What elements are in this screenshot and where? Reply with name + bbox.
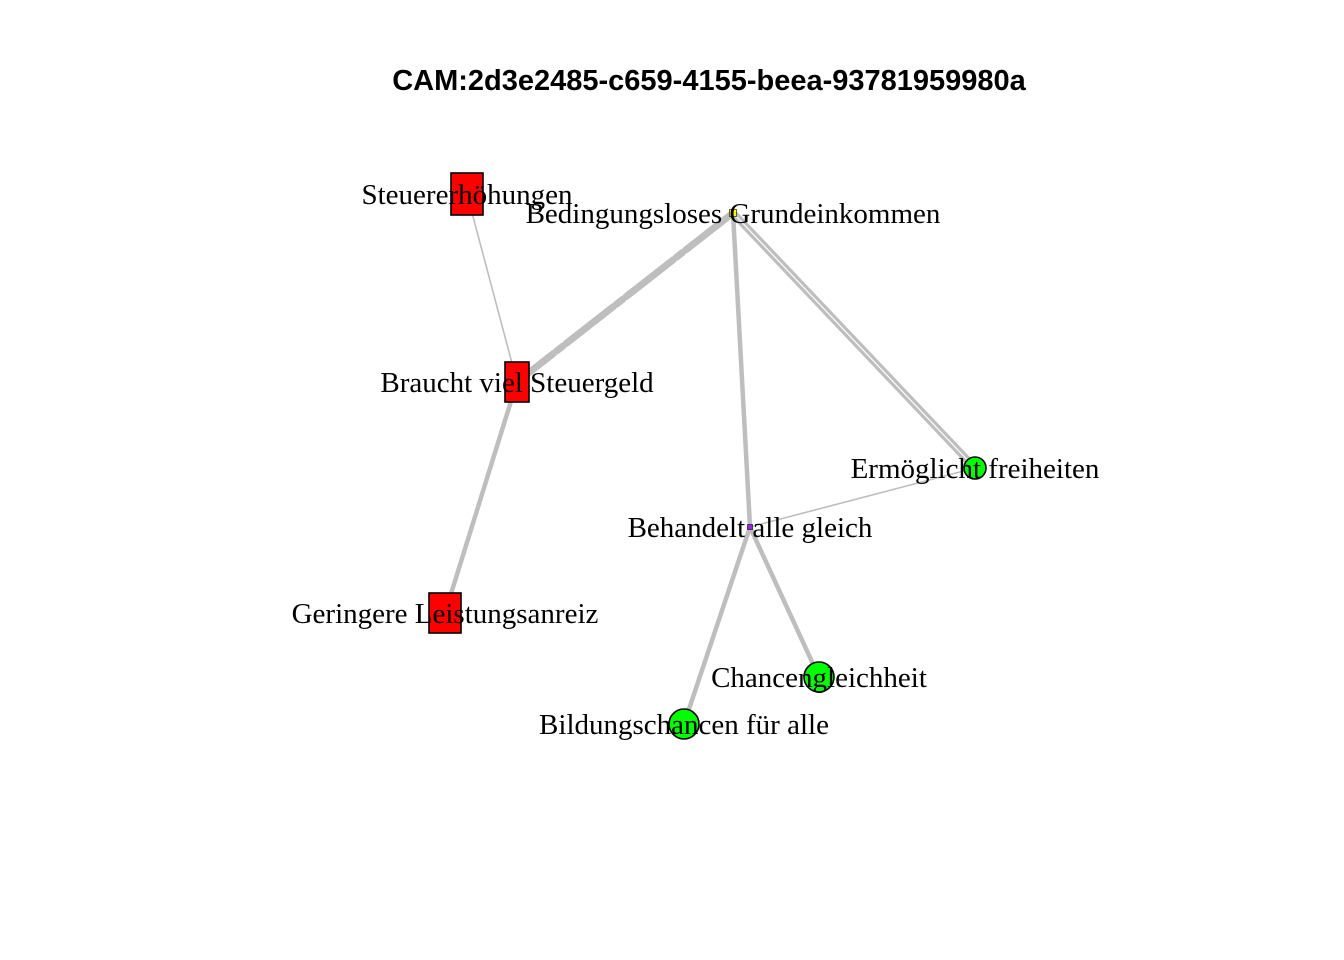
node-bgk [729,209,737,217]
edge-bgk-ermoeglicht [729,212,976,472]
node-chancen [803,661,835,693]
node-label-bildung: Bildungschancen für alle [539,709,829,741]
edge-behandelt-chancen [747,524,822,680]
node-steuer [450,172,484,216]
graph-title: CAM:2d3e2485-c659-4155-beea-93781959980a [392,65,1026,97]
edge-behandelt-bildung [681,524,753,727]
node-label-behandelt: Behandelt alle gleich [628,512,873,544]
edge-steuer-braucht [466,193,518,383]
node-ermoeglicht [963,456,987,480]
node-braucht [504,361,530,403]
node-label-steuer: Steuererhöhungen [362,179,573,211]
labels-layer: Bedingungsloses GrundeinkommenSteuererhö… [292,179,1100,741]
edge-bgk-behandelt [730,210,753,530]
node-bildung [668,708,700,740]
edge-ermoeglicht-behandelt [749,467,976,528]
edges-layer [442,193,979,727]
edge-bgk-ermoeglicht [732,209,979,469]
node-label-bgk: Bedingungsloses Grundeinkommen [526,198,941,230]
edge-braucht-geringere [442,379,520,616]
node-behandelt [747,524,753,530]
node-label-geringere: Geringere Leistungsanreiz [292,598,599,630]
node-label-ermoeglicht: Ermöglicht freiheiten [851,453,1100,485]
node-geringere [428,592,462,634]
node-label-braucht: Braucht viel Steuergeld [380,367,654,399]
node-label-chancen: Chancengleichheit [711,662,927,694]
nodes-layer [428,172,987,740]
edge-bgk-braucht [513,209,737,386]
